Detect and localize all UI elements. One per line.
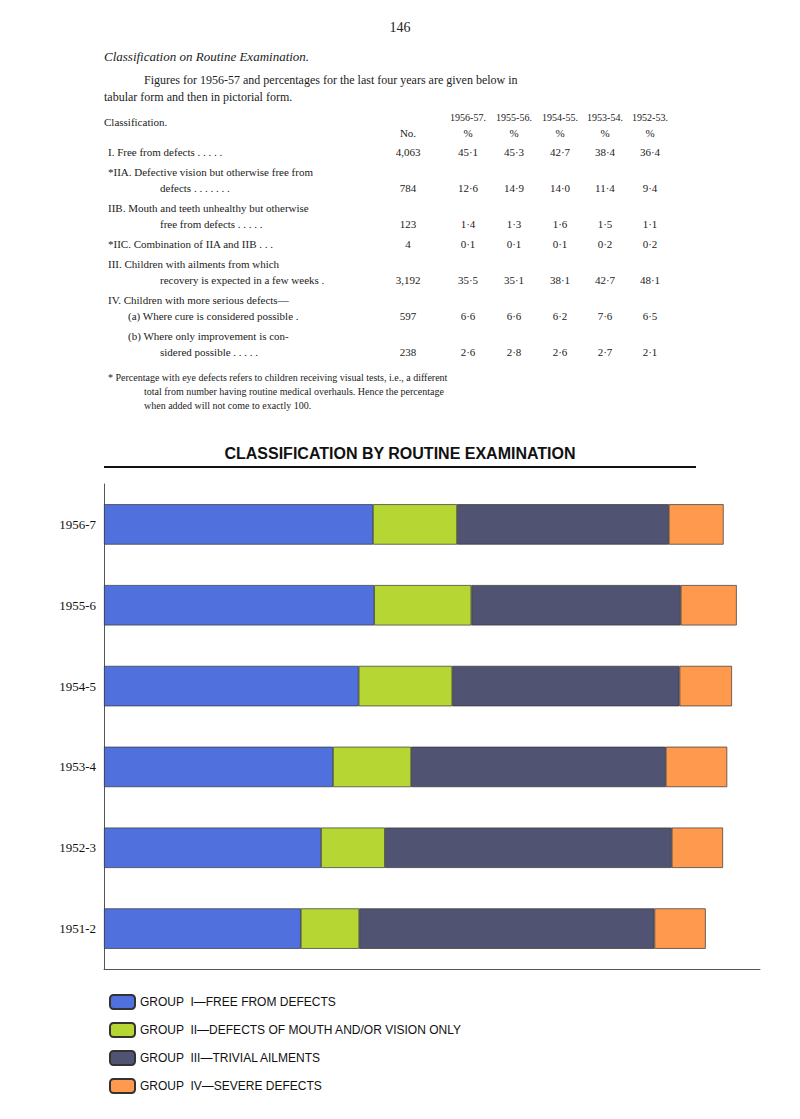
svg-text:12·6: 12·6 xyxy=(458,182,479,194)
svg-text:GROUP III—TRIVIAL AILMENTS: GROUP III—TRIVIAL AILMENTS xyxy=(140,1051,320,1065)
svg-text:IV. Children with more serious: IV. Children with more serious defects— xyxy=(108,294,290,306)
svg-text:CLASSIFICATION BY ROUTINE EXAM: CLASSIFICATION BY ROUTINE EXAMINATION xyxy=(224,445,575,462)
svg-text:1955-6: 1955-6 xyxy=(59,598,96,613)
svg-text:1956-7: 1956-7 xyxy=(59,517,96,532)
svg-text:III. Children with ailments fr: III. Children with ailments from which xyxy=(108,258,280,270)
svg-text:14·9: 14·9 xyxy=(504,182,525,194)
svg-text:(a) Where cure is considered p: (a) Where cure is considered possible . xyxy=(128,310,299,323)
svg-text:14·0: 14·0 xyxy=(550,182,571,194)
svg-text:(b) Where only improvement is: (b) Where only improvement is con- xyxy=(128,330,289,343)
svg-text:9·4: 9·4 xyxy=(643,182,658,194)
svg-text:45·3: 45·3 xyxy=(504,146,525,158)
svg-text:1952-3: 1952-3 xyxy=(59,840,96,855)
svg-text:sidered possible . . . . .: sidered possible . . . . . xyxy=(160,346,258,358)
svg-text:2·6: 2·6 xyxy=(553,346,568,358)
svg-text:%: % xyxy=(555,127,564,139)
svg-text:2·6: 2·6 xyxy=(461,346,476,358)
svg-text:38·1: 38·1 xyxy=(550,274,570,286)
svg-text:recovery is expected in a few: recovery is expected in a few weeks . xyxy=(160,274,325,286)
svg-text:35·1: 35·1 xyxy=(504,274,524,286)
svg-text:1·6: 1·6 xyxy=(553,218,568,230)
svg-text:123: 123 xyxy=(400,218,417,230)
svg-text:%: % xyxy=(509,127,518,139)
svg-text:* Percentage with eye defects: * Percentage with eye defects refers to … xyxy=(108,372,448,383)
svg-text:2·7: 2·7 xyxy=(598,346,613,358)
svg-text:38·4: 38·4 xyxy=(595,146,616,158)
svg-text:2·1: 2·1 xyxy=(643,346,658,358)
svg-text:GROUP I—FREE FROM DEFECTS: GROUP I—FREE FROM DEFECTS xyxy=(140,995,336,1009)
svg-text:6·5: 6·5 xyxy=(643,310,658,322)
svg-text:11·4: 11·4 xyxy=(595,182,615,194)
svg-text:Figures for 1956-57 and percen: Figures for 1956-57 and percentages for … xyxy=(144,73,518,87)
svg-text:238: 238 xyxy=(400,346,417,358)
svg-text:0·1: 0·1 xyxy=(553,238,568,250)
svg-text:1955-56.: 1955-56. xyxy=(496,112,532,123)
svg-text:0·2: 0·2 xyxy=(598,238,613,250)
svg-text:2·8: 2·8 xyxy=(507,346,522,358)
svg-text:total from number having routi: total from number having routine medical… xyxy=(144,386,444,397)
svg-text:*IIC. Combination of IIA and I: *IIC. Combination of IIA and IIB . . . xyxy=(108,238,273,250)
svg-text:1956-57.: 1956-57. xyxy=(450,112,486,123)
svg-text:1·1: 1·1 xyxy=(643,218,658,230)
svg-text:1954-55.: 1954-55. xyxy=(542,112,578,123)
svg-text:1953-4: 1953-4 xyxy=(59,759,96,774)
svg-text:146: 146 xyxy=(390,20,411,35)
svg-text:*IIA. Defective vision but oth: *IIA. Defective vision but otherwise fre… xyxy=(108,166,313,178)
svg-text:6·6: 6·6 xyxy=(461,310,476,322)
svg-text:Classification on Routine Exam: Classification on Routine Examination. xyxy=(104,49,309,64)
svg-text:42·7: 42·7 xyxy=(550,146,571,158)
svg-text:I. Free from defects . . . . .: I. Free from defects . . . . . xyxy=(108,146,222,158)
svg-text:1·4: 1·4 xyxy=(461,218,476,230)
svg-text:1953-54.: 1953-54. xyxy=(587,112,623,123)
svg-text:IIB. Mouth and teeth unhealthy: IIB. Mouth and teeth unhealthy but other… xyxy=(108,202,309,214)
svg-text:4,063: 4,063 xyxy=(396,146,421,158)
svg-text:1952-53.: 1952-53. xyxy=(632,112,668,123)
svg-text:7·6: 7·6 xyxy=(598,310,613,322)
svg-text:tabular form and then in picto: tabular form and then in pictorial form. xyxy=(104,90,292,104)
svg-text:1·5: 1·5 xyxy=(598,218,613,230)
svg-text:GROUP II—DEFECTS OF MOUTH AND: GROUP II—DEFECTS OF MOUTH AND/OR VISION … xyxy=(140,1023,461,1037)
svg-text:Classification.: Classification. xyxy=(104,116,167,128)
svg-text:free from defects . . . . .: free from defects . . . . . xyxy=(160,218,263,230)
svg-text:%: % xyxy=(463,127,472,139)
svg-text:6·2: 6·2 xyxy=(553,310,568,322)
svg-text:0·1: 0·1 xyxy=(461,238,476,250)
svg-text:0·2: 0·2 xyxy=(643,238,658,250)
svg-text:48·1: 48·1 xyxy=(640,274,660,286)
svg-text:when added will not come to ex: when added will not come to exactly 100. xyxy=(144,400,311,411)
svg-text:4: 4 xyxy=(405,238,411,250)
svg-text:1954-5: 1954-5 xyxy=(59,679,96,694)
svg-text:%: % xyxy=(645,127,654,139)
svg-text:6·6: 6·6 xyxy=(507,310,522,322)
svg-text:36·4: 36·4 xyxy=(640,146,661,158)
svg-text:GROUP IV—SEVERE DEFECTS: GROUP IV—SEVERE DEFECTS xyxy=(140,1079,322,1093)
svg-text:42·7: 42·7 xyxy=(595,274,616,286)
svg-text:35·5: 35·5 xyxy=(458,274,479,286)
svg-text:0·1: 0·1 xyxy=(507,238,522,250)
svg-text:45·1: 45·1 xyxy=(458,146,478,158)
svg-text:1·3: 1·3 xyxy=(507,218,522,230)
svg-text:No.: No. xyxy=(400,127,416,139)
svg-text:1951-2: 1951-2 xyxy=(59,921,96,936)
svg-text:597: 597 xyxy=(400,310,417,322)
svg-text:3,192: 3,192 xyxy=(396,274,421,286)
svg-text:defects . . . . . . .: defects . . . . . . . xyxy=(160,182,230,194)
svg-text:%: % xyxy=(600,127,609,139)
svg-text:784: 784 xyxy=(400,182,417,194)
